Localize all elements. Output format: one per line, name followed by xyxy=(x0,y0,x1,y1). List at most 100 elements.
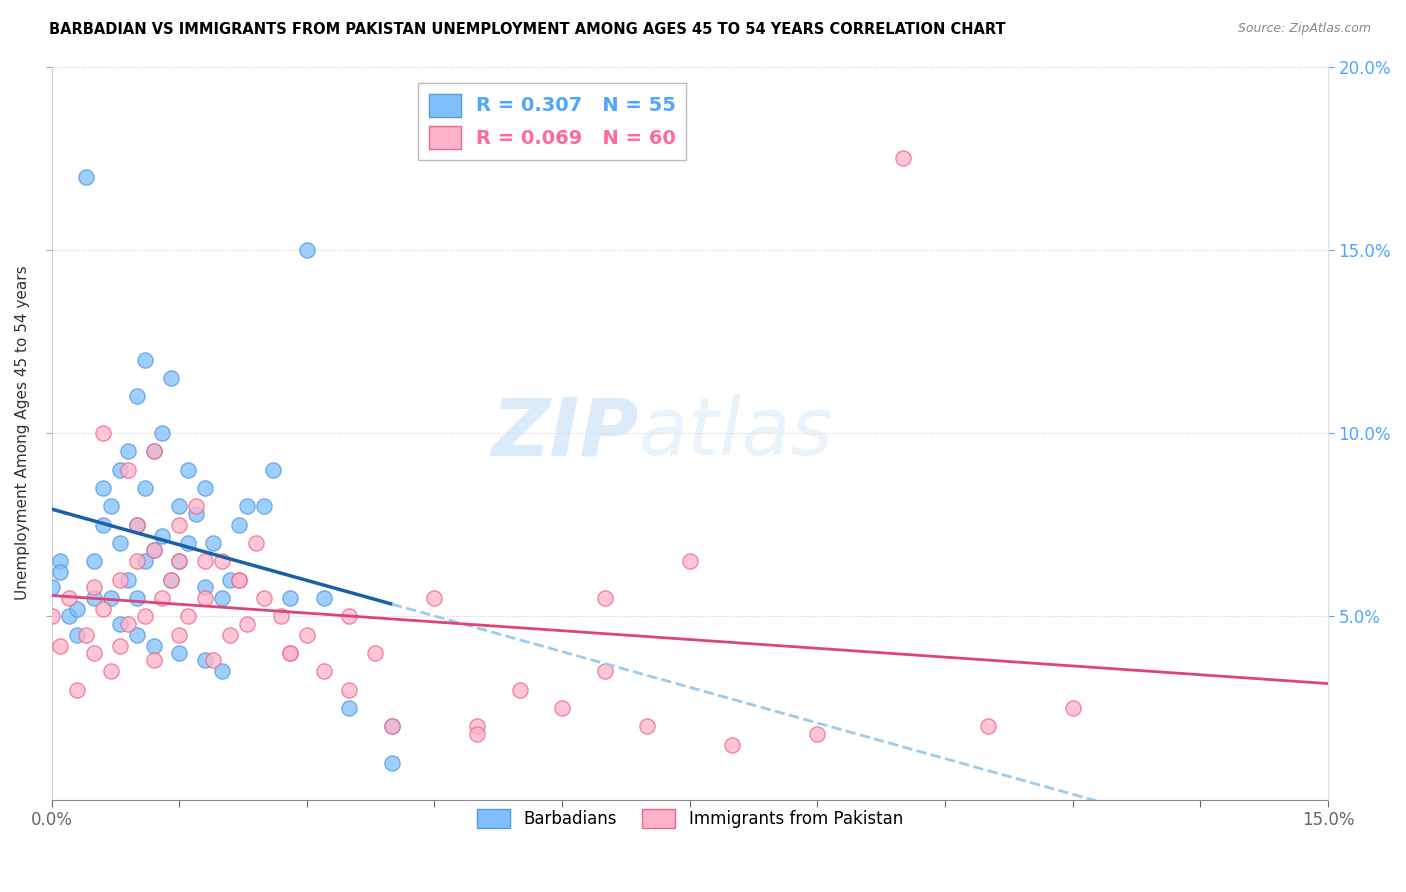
Point xyxy=(465,719,488,733)
Point xyxy=(41,609,63,624)
Point xyxy=(721,738,744,752)
Point xyxy=(278,646,301,660)
Point xyxy=(66,602,89,616)
Point xyxy=(108,536,131,550)
Point xyxy=(194,653,217,667)
Point xyxy=(194,591,217,605)
Point xyxy=(150,529,173,543)
Point xyxy=(142,444,165,458)
Point xyxy=(83,580,105,594)
Point xyxy=(49,554,72,568)
Point xyxy=(117,444,139,458)
Text: BARBADIAN VS IMMIGRANTS FROM PAKISTAN UNEMPLOYMENT AMONG AGES 45 TO 54 YEARS COR: BARBADIAN VS IMMIGRANTS FROM PAKISTAN UN… xyxy=(49,22,1005,37)
Point xyxy=(66,627,89,641)
Point xyxy=(41,580,63,594)
Point xyxy=(976,719,998,733)
Point xyxy=(806,726,828,740)
Point xyxy=(134,352,156,367)
Point xyxy=(891,151,914,165)
Point xyxy=(125,627,148,641)
Point xyxy=(100,665,122,679)
Point xyxy=(83,646,105,660)
Point xyxy=(91,517,114,532)
Point xyxy=(125,591,148,605)
Point xyxy=(202,536,225,550)
Point xyxy=(100,500,122,514)
Point xyxy=(381,756,404,770)
Point xyxy=(142,639,165,653)
Point xyxy=(49,639,72,653)
Point xyxy=(83,591,105,605)
Point xyxy=(83,554,105,568)
Point xyxy=(186,507,208,521)
Point xyxy=(100,591,122,605)
Point xyxy=(636,719,658,733)
Point xyxy=(167,517,190,532)
Point xyxy=(337,682,360,697)
Point xyxy=(364,646,387,660)
Point xyxy=(253,591,276,605)
Point xyxy=(219,573,242,587)
Point xyxy=(295,243,318,257)
Point xyxy=(211,591,233,605)
Point xyxy=(337,609,360,624)
Point xyxy=(219,627,242,641)
Point xyxy=(312,665,335,679)
Point xyxy=(176,609,198,624)
Point xyxy=(245,536,267,550)
Point xyxy=(75,169,97,184)
Point xyxy=(159,573,181,587)
Point xyxy=(125,517,148,532)
Point xyxy=(167,646,190,660)
Point xyxy=(228,573,250,587)
Point xyxy=(108,616,131,631)
Point xyxy=(134,609,156,624)
Point xyxy=(117,616,139,631)
Point xyxy=(159,371,181,385)
Point xyxy=(142,543,165,558)
Point xyxy=(194,481,217,495)
Y-axis label: Unemployment Among Ages 45 to 54 years: Unemployment Among Ages 45 to 54 years xyxy=(15,266,30,600)
Point xyxy=(142,543,165,558)
Point xyxy=(381,719,404,733)
Point xyxy=(1062,701,1084,715)
Point xyxy=(91,425,114,440)
Point xyxy=(295,627,318,641)
Point xyxy=(381,719,404,733)
Text: ZIP: ZIP xyxy=(491,394,638,472)
Point xyxy=(270,609,292,624)
Point xyxy=(236,500,259,514)
Point xyxy=(49,566,72,580)
Point xyxy=(91,602,114,616)
Point xyxy=(134,554,156,568)
Point xyxy=(228,573,250,587)
Point xyxy=(117,463,139,477)
Point xyxy=(125,517,148,532)
Point xyxy=(211,665,233,679)
Point xyxy=(176,536,198,550)
Point xyxy=(211,554,233,568)
Point xyxy=(108,463,131,477)
Point xyxy=(312,591,335,605)
Text: Source: ZipAtlas.com: Source: ZipAtlas.com xyxy=(1237,22,1371,36)
Point xyxy=(202,653,225,667)
Point xyxy=(679,554,702,568)
Point xyxy=(91,481,114,495)
Point xyxy=(108,639,131,653)
Point xyxy=(194,580,217,594)
Point xyxy=(337,701,360,715)
Point xyxy=(194,554,217,568)
Point xyxy=(262,463,284,477)
Point xyxy=(236,616,259,631)
Point xyxy=(167,554,190,568)
Point xyxy=(593,591,616,605)
Point xyxy=(125,389,148,403)
Point xyxy=(551,701,574,715)
Point xyxy=(150,425,173,440)
Point xyxy=(176,463,198,477)
Point xyxy=(75,627,97,641)
Point xyxy=(423,591,446,605)
Point xyxy=(253,500,276,514)
Point xyxy=(142,653,165,667)
Point xyxy=(108,573,131,587)
